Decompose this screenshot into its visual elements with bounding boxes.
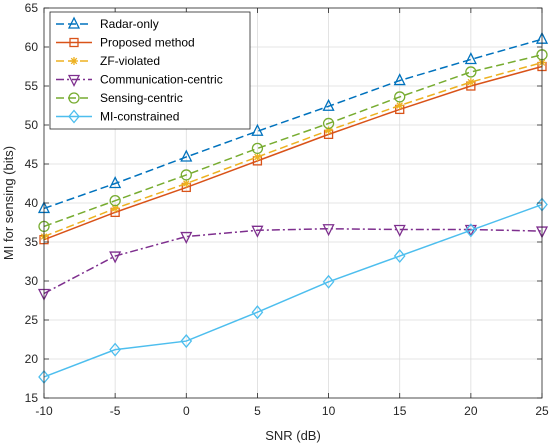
series-line-mi-constrained bbox=[43, 203, 543, 378]
legend-entry-zf-violated: ZF-violated bbox=[56, 54, 160, 68]
data-point-mi-constrained bbox=[465, 223, 477, 238]
x-tick-label: 0 bbox=[183, 404, 190, 418]
x-tick-label: 25 bbox=[535, 404, 549, 418]
data-point-zf-violated bbox=[395, 101, 404, 110]
y-axis-label: MI for sensing (bits) bbox=[1, 146, 16, 260]
legend-label: Radar-only bbox=[100, 17, 159, 31]
series-line-zf-violated bbox=[43, 61, 543, 238]
legend-label: Communication-centric bbox=[100, 73, 223, 87]
y-tick-label: 25 bbox=[25, 313, 39, 327]
data-point-sensing-centric bbox=[394, 91, 406, 103]
series-line-sensing-centric bbox=[43, 54, 543, 228]
series-line-radar-only bbox=[43, 38, 543, 210]
y-tick-label: 15 bbox=[25, 391, 39, 405]
data-point-sensing-centric bbox=[251, 142, 264, 155]
data-point-radar-only bbox=[180, 149, 193, 162]
y-tick-label: 45 bbox=[25, 157, 39, 171]
data-point-sensing-centric bbox=[109, 195, 121, 207]
data-point-radar-only bbox=[464, 52, 477, 65]
asterisk-stroke bbox=[396, 102, 403, 109]
y-tick-label: 50 bbox=[25, 118, 39, 132]
legend-marker bbox=[69, 37, 79, 48]
data-point-radar-only bbox=[251, 123, 264, 136]
asterisk-stroke bbox=[467, 78, 475, 86]
series-line-communication-centric bbox=[43, 227, 543, 295]
asterisk-stroke bbox=[254, 153, 261, 161]
x-axis-label: SNR (dB) bbox=[265, 428, 321, 443]
x-tick-label: 20 bbox=[464, 404, 478, 418]
y-tick-label: 40 bbox=[25, 196, 39, 210]
y-tick-label: 20 bbox=[25, 352, 39, 366]
data-point-radar-only bbox=[322, 98, 335, 111]
legend-box bbox=[49, 11, 251, 130]
y-tick-label: 35 bbox=[25, 235, 39, 249]
legend-entry-proposed-method: Proposed method bbox=[56, 36, 195, 50]
legend-marker bbox=[68, 109, 80, 124]
y-tick-label: 30 bbox=[25, 274, 39, 288]
data-point-sensing-centric bbox=[180, 169, 192, 181]
asterisk-stroke bbox=[183, 180, 190, 187]
data-point-communication-centric bbox=[180, 231, 193, 244]
data-point-zf-violated bbox=[466, 78, 475, 87]
y-tick-label: 55 bbox=[25, 79, 39, 93]
series-line-proposed-method bbox=[43, 65, 543, 241]
series-layer bbox=[37, 31, 549, 384]
tick-layer: -10 -5 0 5 10 15 20 25 15 20 25 30 35 40 45 50 55 60 65 bbox=[25, 1, 549, 418]
data-point-sensing-centric bbox=[465, 66, 477, 78]
legend-label: Proposed method bbox=[100, 36, 195, 50]
data-point-mi-constrained bbox=[251, 305, 264, 320]
data-point-communication-centric bbox=[322, 224, 335, 237]
data-point-communication-centric bbox=[393, 224, 406, 237]
data-point-radar-only bbox=[393, 73, 406, 86]
data-point-zf-violated bbox=[182, 179, 191, 188]
legend-entry-sensing-centric: Sensing-centric bbox=[56, 91, 183, 105]
legend-entry-radar-only: Radar-only bbox=[56, 16, 159, 31]
legend-marker bbox=[67, 74, 81, 87]
data-point-zf-violated bbox=[111, 204, 120, 213]
legend-marker bbox=[68, 92, 80, 104]
legend-marker bbox=[70, 57, 78, 65]
asterisk-stroke bbox=[70, 57, 78, 65]
legend: Radar-only Proposed method ZF-violated Comm… bbox=[49, 11, 251, 130]
y-tick-label: 60 bbox=[25, 40, 39, 54]
data-point-zf-violated bbox=[253, 152, 262, 161]
data-point-sensing-centric bbox=[322, 117, 335, 130]
legend-label: MI-constrained bbox=[100, 110, 179, 124]
data-point-communication-centric bbox=[109, 251, 122, 264]
x-tick-label: -10 bbox=[35, 404, 53, 418]
data-point-mi-constrained bbox=[180, 334, 193, 349]
data-point-communication-centric bbox=[251, 225, 264, 238]
series-mi-constrained bbox=[38, 197, 548, 384]
data-point-mi-constrained bbox=[322, 274, 335, 289]
x-tick-label: -5 bbox=[110, 404, 121, 418]
legend-label: Sensing-centric bbox=[100, 91, 183, 105]
data-point-radar-only bbox=[109, 176, 122, 189]
x-tick-label: 15 bbox=[393, 404, 407, 418]
asterisk-stroke bbox=[111, 205, 119, 212]
legend-label: ZF-violated bbox=[100, 54, 160, 68]
legend-entry-mi-constrained: MI-constrained bbox=[56, 109, 179, 124]
legend-marker bbox=[67, 16, 81, 29]
legend-entry-communication-centric: Communication-centric bbox=[56, 73, 223, 87]
y-tick-label: 65 bbox=[25, 1, 39, 15]
data-point-mi-constrained bbox=[393, 249, 406, 264]
x-tick-label: 10 bbox=[322, 404, 336, 418]
data-point-mi-constrained bbox=[109, 342, 121, 357]
x-tick-label: 5 bbox=[254, 404, 261, 418]
